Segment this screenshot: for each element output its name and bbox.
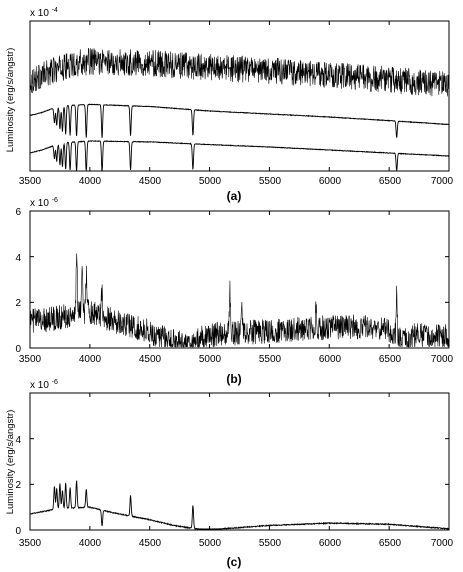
y-exponent-power: -4 [52,7,58,14]
y-tick-label: 2 [15,298,21,309]
x-tick-label: 6500 [379,354,402,365]
x-tick-label: 4000 [79,176,102,187]
x-tick-label: 3500 [19,176,42,187]
panel-a: x 10 -4 Luminosity (erg/s/angstr) (a) 35… [5,7,454,203]
x-tick-labels: 3500 4000 4500 5000 5500 6000 6500 7000 [19,176,454,187]
y-exponent: x 10 -6 [30,379,58,391]
x-tick-label: 5000 [199,176,222,187]
panel-label: (c) [227,555,242,569]
y-tick-label: 0 [15,344,21,355]
y-tick-labels: 0 2 4 6 [15,207,21,355]
plot-frame [29,210,450,349]
spectrum-line [29,47,450,97]
x-tick-label: 6000 [319,354,342,365]
y-exponent: x 10 -6 [30,197,58,209]
x-tick-label: 6500 [379,538,402,549]
x-tick-labels: 3500 4000 4500 5000 5500 6000 6500 7000 [19,354,454,365]
y-exponent: x 10 -4 [30,7,58,19]
x-tick-label: 4000 [79,354,102,365]
tick-marks [29,210,450,349]
series-group [29,47,450,172]
x-tick-label: 3500 [19,538,42,549]
spectrum-line [29,103,450,139]
panel-b: x 10 -6 0 2 4 6 (b) 3500 4000 4500 5000 … [15,197,453,386]
series-group [29,480,450,530]
tick-marks [29,393,450,531]
y-tick-label: 4 [15,253,21,264]
x-tick-labels: 3500 4000 4500 5000 5500 6000 6500 7000 [19,538,454,549]
x-tick-label: 7000 [431,538,454,549]
panel-label: (b) [226,372,241,386]
y-exponent-base: x 10 [30,198,49,209]
plot-frame [29,20,450,172]
tick-marks [29,21,450,171]
panel-c: x 10 -6 Luminosity (erg/s/angstr) 0 2 4 … [5,379,454,569]
y-axis-label: Luminosity (erg/s/angstr) [5,410,16,515]
y-tick-label: 2 [15,480,21,491]
y-tick-label: 4 [15,435,21,446]
y-tick-label: 6 [15,207,21,218]
y-exponent-base: x 10 [30,8,49,19]
plot-frame [29,392,450,531]
y-exponent-base: x 10 [30,380,49,391]
x-tick-label: 3500 [19,354,42,365]
spectrum-line [29,253,450,348]
x-tick-label: 6500 [379,176,402,187]
y-exponent-power: -6 [52,379,58,386]
x-tick-label: 4500 [139,354,162,365]
x-tick-label: 7000 [431,176,454,187]
series-group [29,253,450,348]
y-exponent-power: -6 [52,197,58,204]
x-tick-label: 5000 [199,354,222,365]
x-tick-label: 4000 [79,538,102,549]
spectrum-line [29,480,450,530]
x-tick-label: 6000 [319,176,342,187]
spectrum-line [29,140,450,172]
y-tick-labels: 0 2 4 [15,435,21,537]
y-tick-label: 0 [15,526,21,537]
x-tick-label: 5500 [259,176,282,187]
x-tick-label: 6000 [319,538,342,549]
x-tick-label: 5500 [259,354,282,365]
x-tick-label: 4500 [139,176,162,187]
x-tick-label: 5000 [199,538,222,549]
panel-label: (a) [227,189,242,203]
x-tick-label: 5500 [259,538,282,549]
x-tick-label: 7000 [431,354,454,365]
x-tick-label: 4500 [139,538,162,549]
y-axis-label: Luminosity (erg/s/angstr) [5,48,16,153]
